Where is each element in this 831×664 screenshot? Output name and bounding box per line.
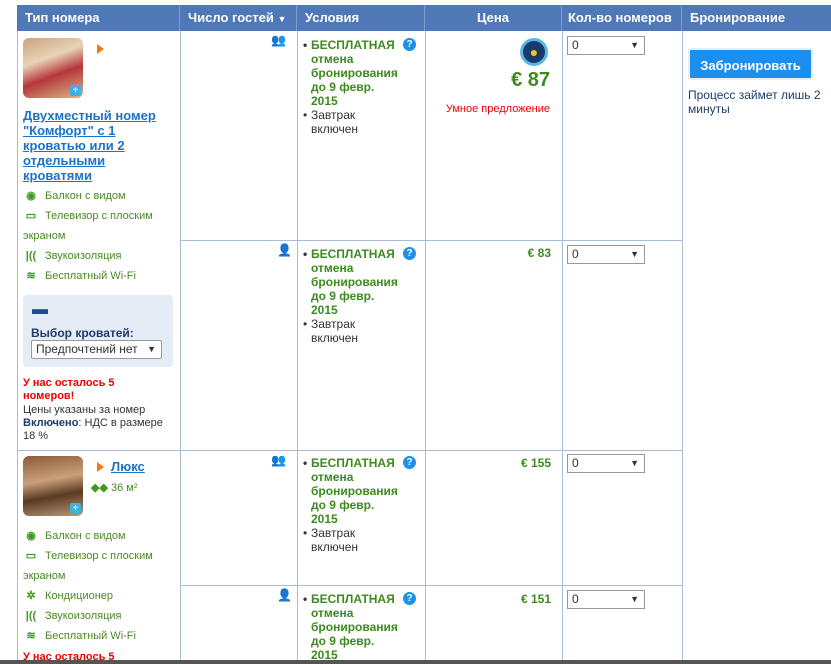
amenity: ✲ Кондиционер	[23, 586, 178, 606]
amenities-list: ◉ Балкон с видом ▭ Телевизор с плоским экр…	[23, 526, 178, 646]
amenity: |((Звукоизоляция	[23, 246, 178, 266]
soundproof-icon: |((	[25, 250, 37, 262]
offer-price: € 155	[520, 456, 551, 470]
bed-choice-panel: ▬ Выбор кроватей: Предпочтений нет ▼	[23, 295, 173, 367]
offer-price: € 151	[520, 592, 551, 606]
help-icon[interactable]: ?	[403, 38, 416, 51]
header-conditions: Условия	[297, 5, 425, 31]
sort-down-icon: ▼	[277, 14, 287, 24]
tv-icon: ▭	[25, 550, 37, 562]
ac-icon: ✲	[26, 590, 36, 602]
two-guests-icon: 👥	[271, 33, 286, 47]
bottom-bar	[0, 660, 831, 664]
offer-conditions: БЕСПЛАТНАЯ отмена бронирования до 9 февр…	[303, 247, 403, 345]
wifi-icon: ≋	[26, 270, 36, 282]
bed-choice-label: Выбор кроватей:	[31, 326, 134, 340]
rooms-qty-select[interactable]: 0 ▼	[567, 245, 645, 264]
offer-conditions: БЕСПЛАТНАЯ отмена бронирования до 9 февр…	[303, 38, 403, 136]
soundproof-icon: |((	[25, 610, 37, 622]
room-photo[interactable]: +	[23, 38, 83, 98]
offer-price: € 83	[527, 246, 551, 260]
room-photo[interactable]: +	[23, 456, 83, 516]
amenity: ▭ Телевизор с плоским экраном	[23, 546, 178, 586]
eye-icon: ◉	[26, 530, 36, 542]
plus-icon: +	[70, 85, 81, 96]
header-rooms-count: Кол-во номеров	[562, 5, 682, 31]
header-guests[interactable]: Число гостей ▼	[180, 5, 297, 31]
amenity: ≋ Бесплатный Wi-Fi	[23, 626, 178, 646]
size-icon: ◆◆	[91, 482, 108, 494]
amenity: ▭ Телевизор с плоским экраном	[23, 206, 178, 246]
plus-icon: +	[70, 503, 81, 514]
offer-price: € 87	[511, 69, 550, 91]
bed-icon: ▬	[32, 301, 48, 318]
header-booking: Бронирование	[682, 5, 831, 31]
tv-icon: ▭	[25, 210, 37, 222]
amenity: ◉ Балкон с видом	[23, 186, 178, 206]
header-room-type: Тип номера	[17, 5, 180, 31]
amenity: ◉ Балкон с видом	[23, 526, 178, 546]
smart-deal-label: Умное предложение	[445, 103, 550, 115]
price-note: Цены указаны за номер Включено: НДС в ра…	[23, 404, 163, 442]
amenities-list: ◉ Балкон с видом ▭ Телевизор с плоским экр…	[23, 186, 178, 286]
rooms-qty-select[interactable]: 0 ▼	[567, 454, 645, 473]
rooms-left-warning: У нас осталось 5 номеров!	[23, 377, 115, 402]
help-icon[interactable]: ?	[403, 247, 416, 260]
one-guest-icon: 👤	[277, 243, 292, 257]
expand-arrow-icon[interactable]	[97, 44, 104, 54]
book-button[interactable]: Забронировать	[688, 48, 813, 80]
header-guests-label: Число гостей	[188, 10, 274, 25]
wifi-icon: ≋	[26, 630, 36, 642]
rooms-qty-select[interactable]: 0 ▼	[567, 36, 645, 55]
expand-arrow-icon[interactable]	[97, 462, 104, 472]
one-guest-icon: 👤	[277, 588, 292, 602]
offer-conditions: БЕСПЛАТНАЯ отмена бронирования до 9 февр…	[303, 592, 403, 662]
two-guests-icon: 👥	[271, 453, 286, 467]
rooms-qty-select[interactable]: 0 ▼	[567, 590, 645, 609]
eye-icon: ◉	[26, 190, 36, 202]
booking-note: Процесс займет лишь 2 минуты	[688, 88, 821, 116]
help-icon[interactable]: ?	[403, 456, 416, 469]
room-name-link[interactable]: Люкс	[111, 459, 145, 474]
room-size: ◆◆ 36 м²	[91, 482, 138, 494]
bed-choice-select[interactable]: Предпочтений нет ▼	[31, 340, 162, 359]
smart-deal-lightbulb-icon: ●	[520, 38, 548, 66]
help-icon[interactable]: ?	[403, 592, 416, 605]
amenity: ≋ Бесплатный Wi-Fi	[23, 266, 178, 286]
header-price: Цена	[425, 5, 562, 31]
amenity: |((Звукоизоляция	[23, 606, 178, 626]
offer-conditions: БЕСПЛАТНАЯ отмена бронирования до 9 февр…	[303, 456, 403, 554]
room-name-link[interactable]: Двухместный номер "Комфорт" с 1 кроватью…	[23, 108, 156, 183]
